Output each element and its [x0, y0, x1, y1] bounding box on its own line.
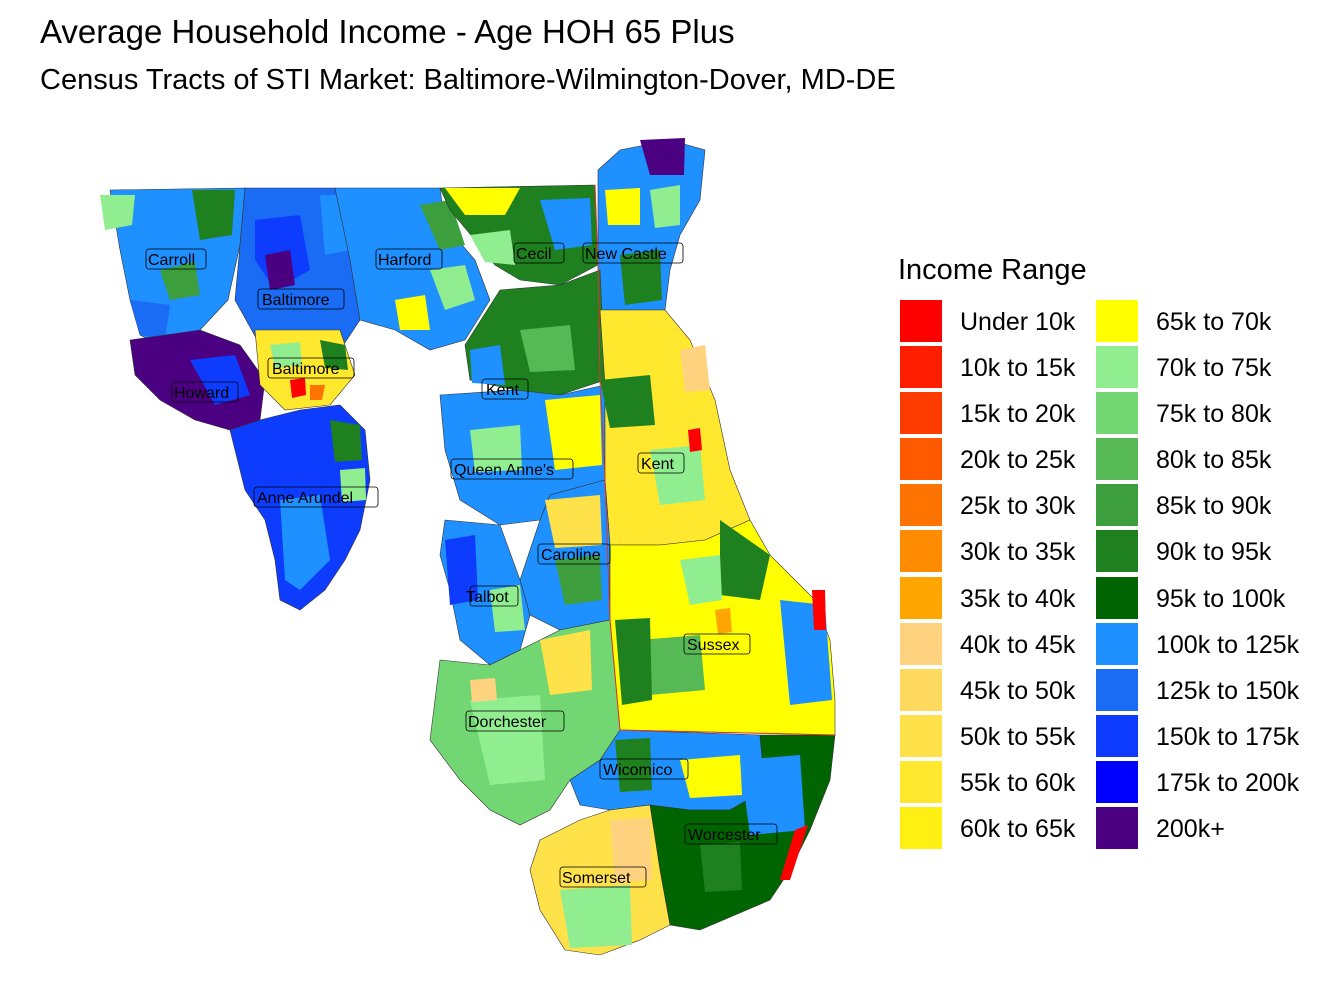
legend-label: 30k to 35k — [960, 538, 1076, 567]
legend-swatch — [900, 714, 942, 757]
svg-text:Harford: Harford — [378, 252, 431, 269]
legend-label: 175k to 200k — [1156, 768, 1300, 797]
howard-region — [129, 329, 266, 431]
kent-de-region — [599, 309, 751, 546]
svg-text:Carroll: Carroll — [148, 252, 195, 269]
county-label-kent-md: Kent — [481, 378, 529, 400]
county-label-carroll: Carroll — [145, 248, 207, 270]
legend-swatch — [1096, 576, 1138, 619]
legend-label: 80k to 85k — [1156, 446, 1272, 475]
legend-swatch — [1096, 622, 1138, 665]
county-label-cecil: Cecil — [513, 242, 565, 264]
map-subtitle: Census Tracts of STI Market: Baltimore-W… — [40, 64, 896, 96]
legend-label: 75k to 80k — [1156, 400, 1272, 429]
county-label-talbot: Talbot — [466, 585, 519, 607]
county-label-somerset: Somerset — [559, 866, 647, 888]
legend-label: 40k to 45k — [960, 630, 1076, 659]
legend-swatch — [900, 300, 942, 342]
legend-label: 50k to 55k — [960, 722, 1076, 751]
svg-text:Cecil: Cecil — [516, 246, 552, 263]
county-label-sussex: Sussex — [683, 633, 751, 655]
legend-swatch — [1096, 392, 1138, 435]
legend-label: 65k to 70k — [1156, 308, 1272, 336]
svg-text:Howard: Howard — [174, 385, 229, 402]
county-label-new-castle: New Castle — [582, 242, 684, 264]
legend-label: 95k to 100k — [1156, 584, 1286, 613]
county-label-kent-de: Kent — [637, 452, 685, 474]
county-label-wicomico: Wicomico — [599, 758, 689, 780]
legend-label: 45k to 50k — [960, 676, 1076, 705]
legend-label: 55k to 60k — [960, 768, 1076, 797]
legend-swatch — [900, 668, 942, 711]
county-labels: Carroll Harford Cecil New Castle Baltimo… — [145, 242, 778, 888]
legend-label: 20k to 25k — [960, 446, 1076, 475]
svg-text:Talbot: Talbot — [466, 589, 509, 606]
legend-label: 25k to 30k — [960, 492, 1076, 521]
svg-text:Somerset: Somerset — [562, 870, 631, 887]
legend-label: 70k to 75k — [1156, 354, 1272, 383]
county-label-queen-annes: Queen Anne's — [450, 458, 574, 480]
svg-text:Kent: Kent — [641, 456, 674, 473]
legend-swatch — [900, 392, 942, 435]
svg-text:Baltimore: Baltimore — [272, 361, 340, 378]
legend-swatch — [900, 622, 942, 665]
legend-swatch — [900, 760, 942, 803]
legend-swatch — [1096, 760, 1138, 803]
legend-title: Income Range — [898, 254, 1087, 286]
svg-text:New Castle: New Castle — [585, 246, 667, 263]
county-label-dorchester: Dorchester — [465, 710, 565, 732]
legend-swatch — [1096, 346, 1138, 389]
svg-text:Worcester: Worcester — [688, 827, 761, 844]
legend-swatch — [900, 346, 942, 389]
svg-text:Kent: Kent — [486, 382, 519, 399]
legend-swatch — [1096, 807, 1138, 850]
svg-text:Queen Anne's: Queen Anne's — [454, 462, 554, 479]
county-label-howard: Howard — [171, 381, 239, 403]
map-title: Average Household Income - Age HOH 65 Pl… — [40, 13, 735, 50]
legend-swatch — [1096, 300, 1138, 342]
legend-label: 60k to 65k — [960, 815, 1076, 844]
svg-text:Anne Arundel: Anne Arundel — [257, 490, 353, 507]
county-label-baltimore-city: Baltimore — [267, 357, 355, 379]
svg-text:Baltimore: Baltimore — [262, 292, 330, 309]
legend-label: 90k to 95k — [1156, 538, 1272, 567]
legend-swatch — [900, 438, 942, 481]
legend-swatch — [900, 484, 942, 527]
eastern-shore-region — [429, 138, 836, 956]
legend-swatch — [1096, 530, 1138, 573]
county-label-caroline: Caroline — [537, 543, 611, 565]
legend-label: 150k to 175k — [1156, 722, 1300, 751]
legend-label: 15k to 20k — [960, 400, 1076, 429]
legend-swatch — [1096, 668, 1138, 711]
legend-label: 100k to 125k — [1156, 630, 1300, 659]
census-tract-map: Carroll Harford Cecil New Castle Baltimo… — [100, 138, 836, 956]
legend-swatch — [1096, 438, 1138, 481]
county-label-harford: Harford — [375, 248, 443, 270]
county-label-baltimore-county: Baltimore — [257, 288, 345, 310]
legend-swatch — [1096, 714, 1138, 757]
legend-swatch — [1096, 484, 1138, 527]
svg-text:Wicomico: Wicomico — [603, 762, 672, 779]
svg-text:Caroline: Caroline — [541, 547, 601, 564]
legend-label: Under 10k — [960, 308, 1076, 336]
state-boundary-line — [594, 184, 836, 736]
legend-swatch — [900, 576, 942, 619]
county-label-worcester: Worcester — [684, 823, 778, 845]
legend-label: 125k to 150k — [1156, 676, 1300, 705]
legend-label: 200k+ — [1156, 815, 1225, 844]
svg-text:Sussex: Sussex — [687, 637, 739, 654]
county-label-anne-arundel: Anne Arundel — [253, 486, 379, 508]
legend-label: 35k to 40k — [960, 584, 1076, 613]
income-legend: Income Range Under 10k 10k to 15k 15k to 2… — [898, 252, 1328, 862]
legend-label: 85k to 90k — [1156, 492, 1272, 521]
legend-label: 10k to 15k — [960, 354, 1076, 383]
legend-swatch — [900, 807, 942, 850]
svg-text:Dorchester: Dorchester — [468, 714, 547, 731]
legend-swatch — [900, 530, 942, 573]
